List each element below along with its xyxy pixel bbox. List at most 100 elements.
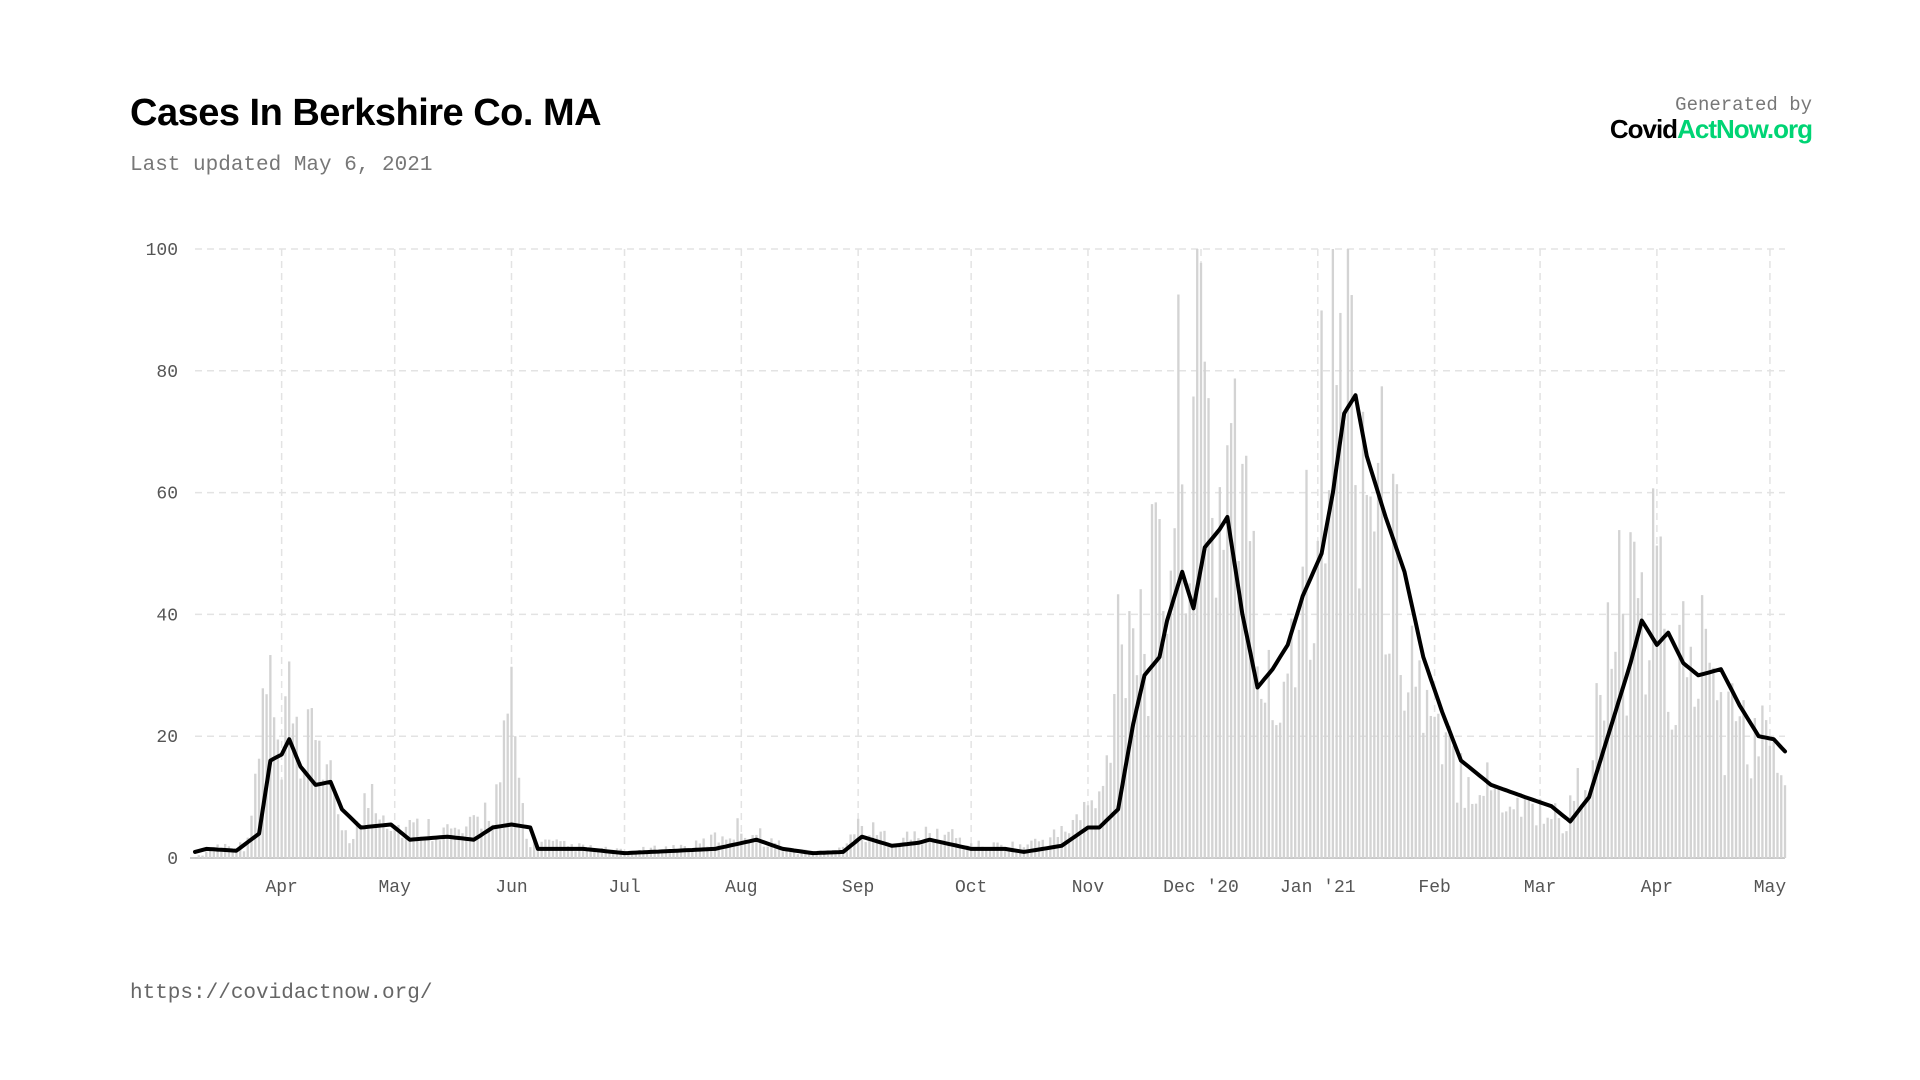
daily-case-bar [1410, 625, 1414, 858]
daily-case-bar [514, 736, 517, 858]
daily-case-bar [1109, 762, 1112, 858]
daily-case-bar [318, 740, 321, 858]
daily-case-bar [902, 837, 905, 858]
daily-case-bar [1203, 361, 1206, 858]
daily-case-bar [1591, 760, 1595, 858]
daily-case-bar [1663, 628, 1666, 858]
daily-case-bar [770, 838, 773, 858]
daily-case-bar [1508, 806, 1512, 858]
source-url[interactable]: https://covidactnow.org/ [130, 982, 433, 1005]
daily-case-bar [1625, 715, 1628, 858]
daily-case-bar [1753, 718, 1757, 858]
daily-case-bar [397, 824, 400, 858]
chart-title: Cases In Berkshire Co. MA [130, 92, 602, 134]
daily-case-bar [1380, 386, 1384, 858]
daily-case-bar [1218, 487, 1222, 858]
daily-case-bar [725, 839, 728, 858]
daily-case-bar [661, 852, 664, 858]
daily-case-bar [879, 831, 882, 858]
daily-case-bar [348, 843, 351, 858]
daily-case-bar [337, 814, 340, 858]
daily-case-bar [1143, 653, 1146, 858]
daily-case-bar [600, 847, 604, 858]
daily-case-bar [359, 824, 362, 858]
y-tick-label: 20 [156, 728, 178, 748]
daily-case-bar [574, 851, 577, 858]
daily-case-bar [921, 844, 924, 858]
daily-case-bar [1000, 844, 1003, 858]
daily-case-bar [1425, 689, 1429, 858]
daily-case-bar [1290, 618, 1293, 858]
daily-case-bar [807, 851, 811, 858]
daily-case-bar [419, 836, 423, 858]
daily-case-bar [208, 850, 212, 858]
x-tick-label: Aug [725, 878, 757, 898]
daily-case-bar [1693, 706, 1696, 858]
daily-case-bar [1263, 702, 1267, 858]
daily-case-bar [728, 838, 732, 858]
daily-case-bar [1154, 502, 1157, 858]
daily-case-bar [1098, 791, 1101, 858]
daily-case-bar [1007, 851, 1011, 858]
daily-case-bar [1267, 649, 1270, 858]
daily-case-bar [1260, 698, 1263, 858]
daily-case-bar [1346, 249, 1350, 858]
daily-case-bar [1052, 829, 1056, 858]
daily-case-bar [1723, 775, 1726, 858]
x-tick-label: Mar [1524, 878, 1556, 898]
daily-case-bar [1214, 597, 1218, 858]
daily-case-bar [1444, 732, 1448, 858]
daily-case-bar [1282, 681, 1286, 858]
y-tick-label: 40 [156, 606, 178, 626]
y-tick-label: 0 [167, 850, 178, 870]
covidactnow-logo[interactable]: CovidActNow.org [1610, 114, 1813, 145]
x-tick-label: May [1754, 878, 1787, 898]
daily-case-bar [743, 837, 747, 858]
daily-case-bar [269, 655, 272, 858]
daily-case-bar [532, 836, 536, 858]
daily-case-bar [1169, 570, 1173, 858]
daily-case-bar [1139, 589, 1142, 858]
daily-case-bar [789, 848, 792, 858]
daily-case-bar [1301, 566, 1304, 858]
daily-case-bar [1147, 716, 1150, 858]
daily-case-bar [1569, 795, 1572, 858]
daily-case-bar [1403, 710, 1406, 858]
x-tick-label: May [378, 878, 411, 898]
daily-case-bar [314, 740, 317, 858]
daily-case-bar [1297, 629, 1301, 858]
daily-case-bar [389, 830, 393, 858]
daily-case-bar [1700, 595, 1704, 858]
daily-case-bar [465, 826, 468, 858]
daily-case-bar [280, 779, 283, 858]
daily-case-bar [367, 808, 370, 858]
daily-case-bar [1456, 802, 1459, 858]
y-axis-ticks: 0 20 40 60 80 100 [146, 241, 178, 870]
daily-case-bar [894, 846, 897, 858]
daily-case-bar [1248, 541, 1252, 858]
daily-case-bar [235, 849, 238, 858]
seven-day-average-line [193, 393, 1787, 856]
daily-case-bar [1060, 825, 1063, 858]
daily-case-bar [1602, 720, 1606, 858]
daily-case-bar [446, 824, 449, 858]
daily-case-bar [1467, 777, 1470, 858]
daily-case-bar [1158, 519, 1161, 858]
daily-case-bar [495, 784, 498, 858]
daily-case-bar [1086, 805, 1090, 858]
daily-case-bar [1742, 700, 1745, 858]
daily-case-bar [1633, 541, 1636, 858]
daily-case-bar [1407, 692, 1410, 858]
daily-case-bar [1689, 646, 1692, 858]
daily-case-bar [932, 839, 935, 858]
daily-case-bar [1644, 694, 1647, 858]
daily-case-bar [1376, 462, 1380, 858]
daily-case-bar [303, 769, 306, 858]
daily-case-bar [755, 834, 758, 858]
daily-case-bar [378, 819, 381, 858]
daily-case-bar [254, 773, 257, 858]
daily-case-bar [796, 854, 800, 858]
daily-case-bar [985, 848, 988, 858]
daily-case-bar [1316, 540, 1319, 858]
